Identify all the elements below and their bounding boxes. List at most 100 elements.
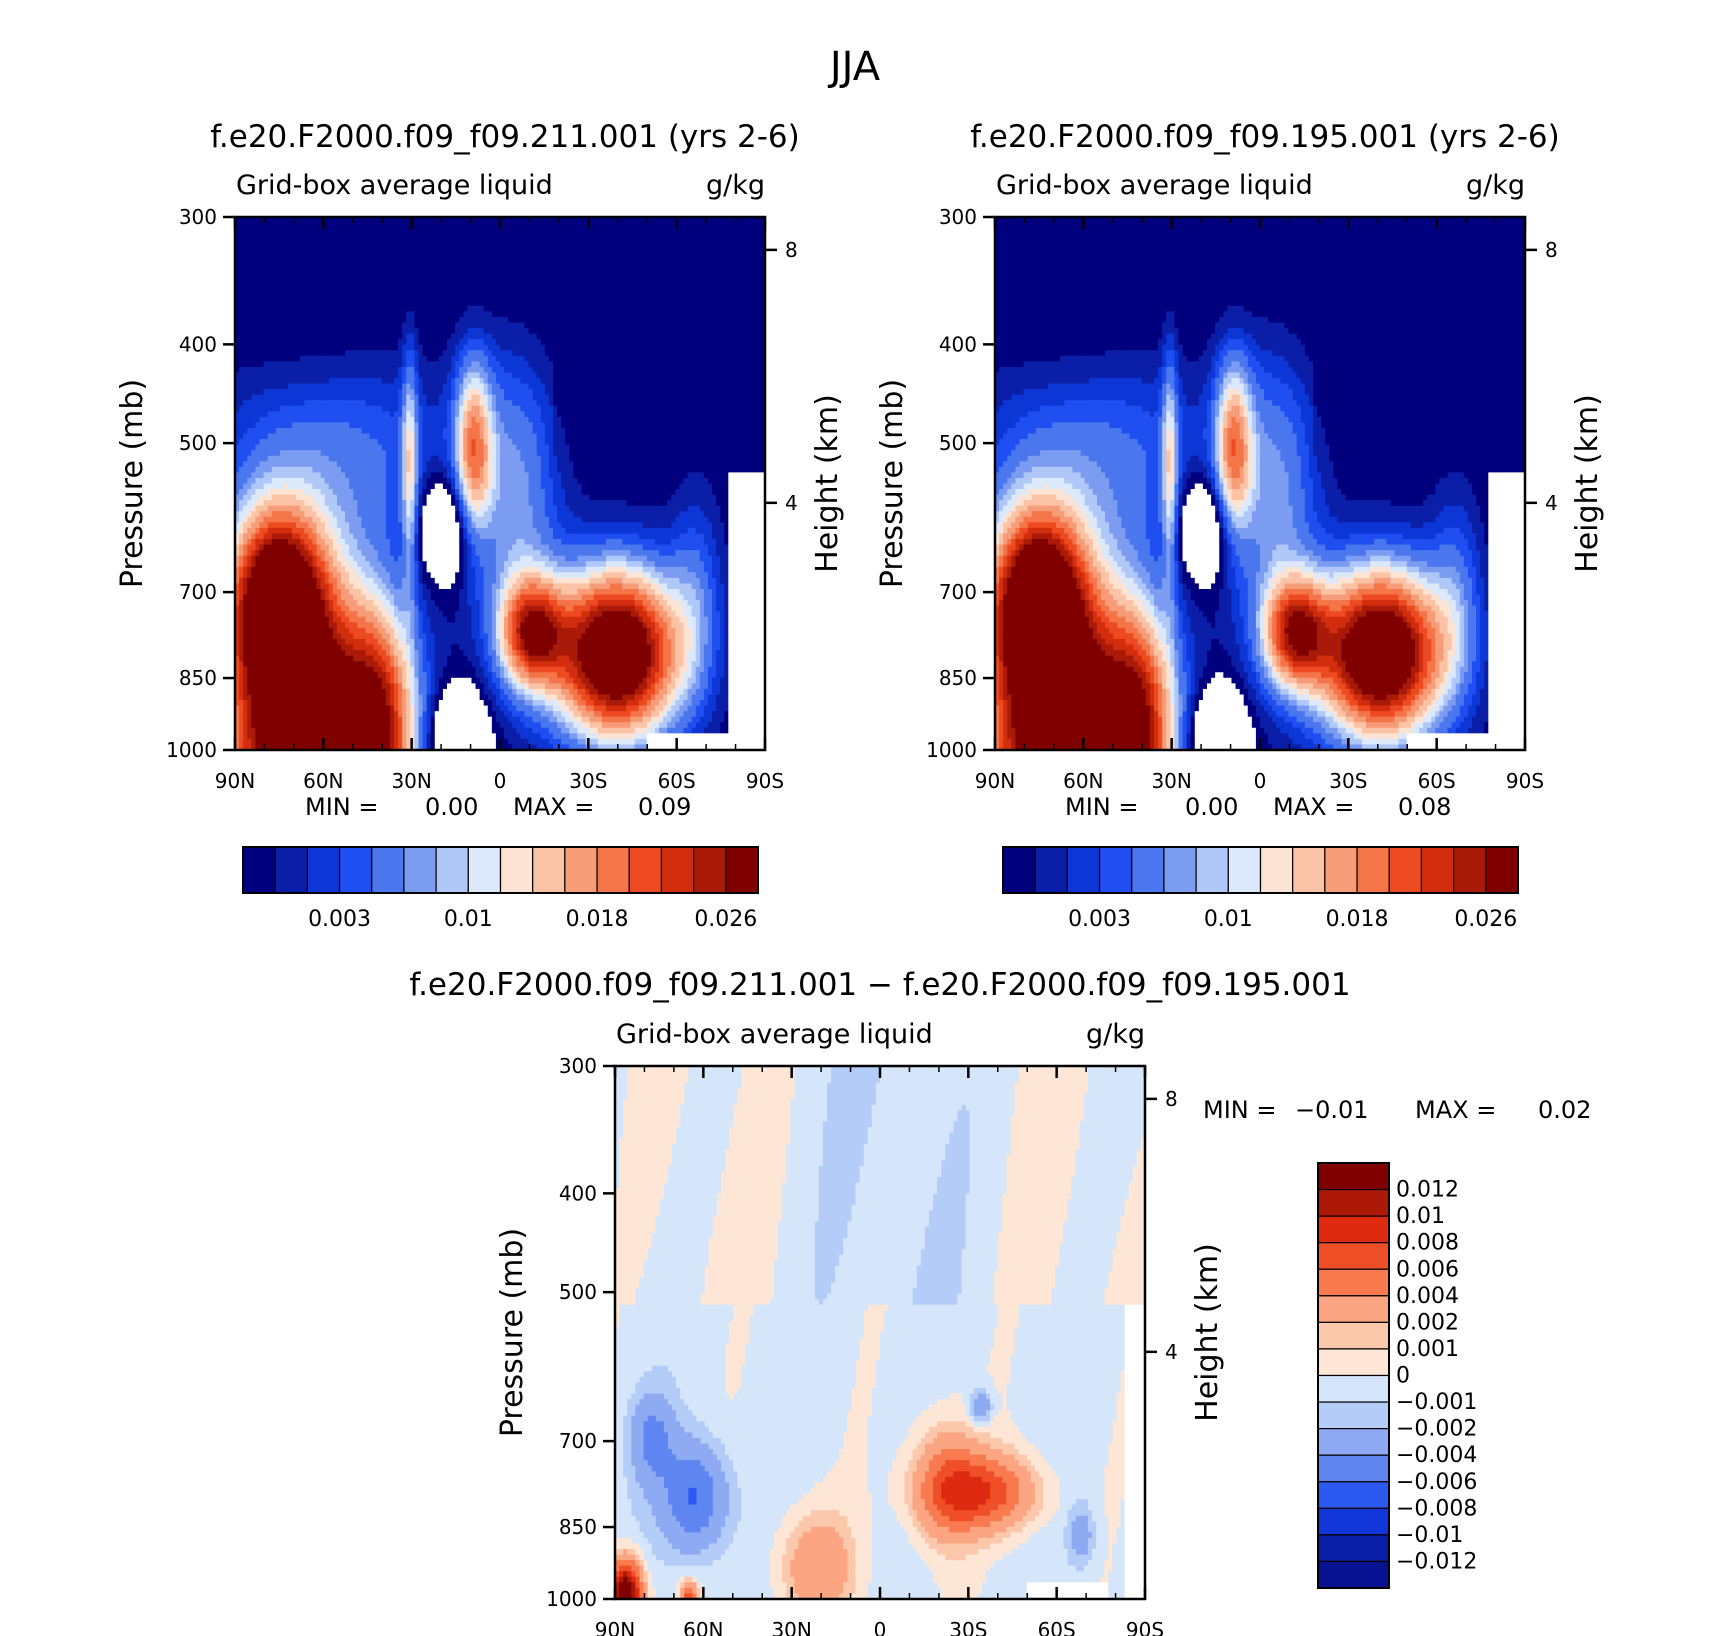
colorbar-swatch bbox=[243, 847, 275, 893]
colorbar-swatch bbox=[1067, 847, 1099, 893]
contour-field bbox=[615, 1066, 1146, 1600]
x-tick-label: 60S bbox=[1418, 769, 1456, 793]
y2-axis-label: Height (km) bbox=[810, 394, 845, 573]
y-axis-label: Pressure (mb) bbox=[495, 1228, 530, 1437]
colorbar-label: −0.008 bbox=[1396, 1496, 1477, 1521]
x-tick-label: 0 bbox=[874, 1618, 887, 1636]
min-label: MIN = bbox=[305, 793, 378, 821]
y-tick-label: 700 bbox=[179, 580, 217, 604]
colorbar-swatch bbox=[1293, 847, 1325, 893]
colorbar-swatch bbox=[1318, 1296, 1389, 1323]
colorbar-swatch bbox=[1318, 1216, 1389, 1243]
y-tick-label: 700 bbox=[559, 1429, 597, 1453]
panel-units: g/kg bbox=[1086, 1019, 1145, 1050]
y2-axis-label: Height (km) bbox=[1570, 394, 1605, 573]
y-axis-label: Pressure (mb) bbox=[875, 379, 910, 588]
y-tick-label: 300 bbox=[559, 1054, 597, 1078]
colorbar-label: −0.002 bbox=[1396, 1417, 1477, 1442]
panel-subtitle: Grid-box average liquid bbox=[236, 170, 553, 201]
x-tick-label: 0 bbox=[1254, 769, 1267, 793]
colorbar-label: 0.004 bbox=[1396, 1284, 1459, 1309]
colorbar-swatch bbox=[1318, 1349, 1389, 1376]
x-tick-label: 90N bbox=[595, 1618, 635, 1636]
colorbar-swatch bbox=[726, 847, 758, 893]
panel-units: g/kg bbox=[706, 170, 765, 201]
y-tick-label: 400 bbox=[179, 332, 217, 356]
colorbar-swatch bbox=[1228, 847, 1260, 893]
colorbar-label: 0.012 bbox=[1396, 1178, 1459, 1203]
colorbar-swatch bbox=[1421, 847, 1453, 893]
colorbar-swatch bbox=[1100, 847, 1132, 893]
colorbar-swatch bbox=[372, 847, 404, 893]
colorbar-swatch bbox=[1003, 847, 1035, 893]
colorbar-label: 0.01 bbox=[1396, 1204, 1445, 1229]
y-tick-label: 850 bbox=[559, 1515, 597, 1539]
min-label: MIN = bbox=[1203, 1096, 1276, 1124]
max-label: MAX = bbox=[1415, 1096, 1496, 1124]
colorbar-label: −0.012 bbox=[1396, 1549, 1477, 1574]
colorbar-swatch bbox=[468, 847, 500, 893]
figure-title: JJA bbox=[827, 44, 881, 90]
max-value: 0.08 bbox=[1398, 793, 1451, 821]
colorbar-label: −0.004 bbox=[1396, 1443, 1477, 1468]
colorbar-swatch bbox=[1196, 847, 1228, 893]
y2-tick-label: 8 bbox=[785, 238, 798, 262]
x-tick-label: 30S bbox=[1329, 769, 1367, 793]
x-tick-label: 90S bbox=[746, 769, 784, 793]
colorbar-label: −0.001 bbox=[1396, 1390, 1477, 1415]
colorbar-swatch bbox=[1318, 1535, 1389, 1562]
x-tick-label: 60N bbox=[303, 769, 343, 793]
panel-subtitle: Grid-box average liquid bbox=[996, 170, 1313, 201]
x-tick-label: 60N bbox=[683, 1618, 723, 1636]
y-axis-label: Pressure (mb) bbox=[115, 379, 150, 588]
panel-title: f.e20.F2000.f09_f09.211.001 (yrs 2-6) bbox=[210, 119, 800, 155]
colorbar-swatch bbox=[1318, 1243, 1389, 1270]
y-tick-label: 300 bbox=[179, 205, 217, 229]
x-tick-label: 60S bbox=[658, 769, 696, 793]
colorbar-label: 0.008 bbox=[1396, 1231, 1459, 1256]
colorbar-swatch bbox=[1318, 1190, 1389, 1217]
colorbar-swatch bbox=[1318, 1429, 1389, 1456]
x-tick-label: 30N bbox=[391, 769, 431, 793]
min-value: −0.01 bbox=[1295, 1096, 1369, 1124]
colorbar-swatch bbox=[1164, 847, 1196, 893]
colorbar-swatch bbox=[1318, 1376, 1389, 1403]
colorbar-swatch bbox=[307, 847, 339, 893]
colorbar-swatch bbox=[1318, 1561, 1389, 1588]
colorbar-label: 0.002 bbox=[1396, 1310, 1459, 1335]
y2-tick-label: 8 bbox=[1545, 238, 1558, 262]
colorbar-swatch bbox=[404, 847, 436, 893]
colorbar-label: 0.006 bbox=[1396, 1257, 1459, 1282]
colorbar-swatch bbox=[1261, 847, 1293, 893]
y-tick-label: 850 bbox=[939, 666, 977, 690]
colorbar-swatch bbox=[340, 847, 372, 893]
colorbar-swatch bbox=[1318, 1322, 1389, 1349]
panel-title: f.e20.F2000.f09_f09.211.001 − f.e20.F200… bbox=[409, 967, 1350, 1003]
colorbar-swatch bbox=[1357, 847, 1389, 893]
y-tick-label: 500 bbox=[179, 431, 217, 455]
panel-title: f.e20.F2000.f09_f09.195.001 (yrs 2-6) bbox=[970, 119, 1560, 155]
colorbar-label: 0.003 bbox=[308, 907, 371, 932]
contour-field bbox=[995, 217, 1526, 751]
colorbar-swatch bbox=[1318, 1163, 1389, 1190]
y-tick-label: 400 bbox=[939, 332, 977, 356]
min-value: 0.00 bbox=[1185, 793, 1238, 821]
colorbar-label: 0.003 bbox=[1068, 907, 1131, 932]
max-value: 0.02 bbox=[1538, 1096, 1591, 1124]
contour-field bbox=[235, 217, 766, 751]
colorbar-swatch bbox=[1132, 847, 1164, 893]
colorbar-swatch bbox=[1318, 1269, 1389, 1296]
y2-tick-label: 4 bbox=[1165, 1340, 1178, 1364]
y2-tick-label: 4 bbox=[785, 491, 798, 515]
x-tick-label: 90S bbox=[1506, 769, 1544, 793]
y-tick-label: 500 bbox=[559, 1280, 597, 1304]
x-tick-label: 90S bbox=[1126, 1618, 1164, 1636]
min-label: MIN = bbox=[1065, 793, 1138, 821]
colorbar-label: 0.026 bbox=[1454, 907, 1517, 932]
x-tick-label: 90N bbox=[975, 769, 1015, 793]
min-value: 0.00 bbox=[425, 793, 478, 821]
colorbar-label: 0 bbox=[1396, 1364, 1410, 1389]
y-tick-label: 1000 bbox=[546, 1587, 597, 1611]
x-tick-label: 0 bbox=[494, 769, 507, 793]
colorbar-swatch bbox=[565, 847, 597, 893]
